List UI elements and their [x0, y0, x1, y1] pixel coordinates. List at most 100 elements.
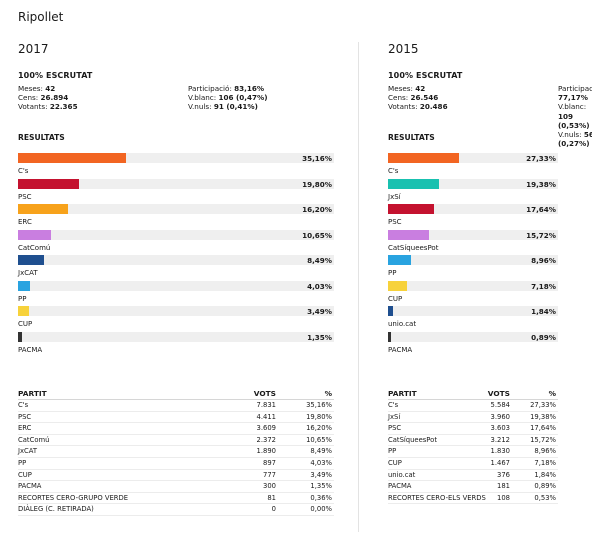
- bar-percentage: 16,20%: [302, 205, 332, 214]
- bar-party-label: PACMA: [388, 345, 413, 354]
- cell-votes: 108: [497, 493, 510, 502]
- bar-fill: [388, 331, 391, 342]
- table-row: RECORTES CERO-GRUPO VERDE 81 0,36%: [18, 493, 334, 505]
- cell-pct: 0,89%: [534, 482, 556, 491]
- cell-party: unio.cat: [388, 470, 416, 479]
- cell-pct: 27,33%: [530, 401, 556, 409]
- header-party: PARTIT: [388, 389, 417, 398]
- cell-party: CatSíqueesPot: [388, 435, 437, 444]
- table-row: DIÀLEG (C. RETIRADA) 0 0,00%: [18, 504, 334, 516]
- cell-votes: 3.603: [490, 424, 510, 433]
- stat-label: V.blanc:: [188, 93, 217, 103]
- stat-value: 77,17%: [558, 93, 588, 103]
- bar-track: [388, 255, 558, 265]
- result-bar-row: 4,03% PP: [18, 280, 334, 307]
- cell-party: PSC: [18, 412, 32, 421]
- cell-party: CUP: [18, 470, 32, 479]
- bar-track: [388, 153, 558, 163]
- bar-party-label: JxSí: [388, 192, 401, 201]
- bar-percentage: 27,33%: [526, 154, 556, 163]
- cell-pct: 16,20%: [306, 424, 332, 433]
- result-bar-row: 8,96% PP: [388, 255, 558, 281]
- table-row: PSC 3.603 17,64%: [388, 423, 558, 435]
- bar-track: [18, 255, 334, 265]
- header-votes: VOTS: [487, 389, 510, 398]
- table-row: C's 7.831 35,16%: [18, 400, 334, 412]
- stat-line: Participació: 77,17%: [558, 84, 592, 102]
- stat-value: 26.894: [40, 93, 69, 103]
- stat-value: 106 (0,47%): [218, 93, 268, 103]
- bar-percentage: 1,35%: [307, 332, 332, 342]
- stat-value: 83,16%: [234, 84, 265, 93]
- cell-party: PSC: [388, 424, 402, 433]
- results-table: PARTIT VOTS% C's 7.831 35,16% PSC 4.411 19,80% E…: [18, 388, 334, 516]
- bar-track: [388, 331, 558, 342]
- result-bar-row: 15,72% CatSíqueesPot: [388, 229, 558, 256]
- cell-votes: 3.960: [490, 412, 510, 421]
- bar-percentage: 3,49%: [307, 307, 332, 316]
- stats-left: Meses: 42 Cens: 26.894 Votants: 22.365: [18, 84, 78, 112]
- cell-party: C's: [388, 401, 399, 409]
- table-row: RECORTES CERO-ELS VERDS 108 0,53%: [388, 493, 558, 505]
- stat-value: 22.365: [49, 102, 78, 112]
- bar-percentage: 19,80%: [302, 179, 332, 189]
- table-row: PP 897 4,03%: [18, 458, 334, 470]
- bar-party-label: C's: [18, 167, 29, 175]
- stat-line: V.nuls: 91 (0,41%): [188, 102, 267, 111]
- bar-track: [18, 178, 334, 189]
- bar-percentage: 8,96%: [531, 256, 556, 265]
- results-bars: 35,16% C's 19,80% PSC 16,20% ERC 10,65% CatComú…: [18, 153, 334, 357]
- bar-party-label: CUP: [388, 294, 403, 303]
- cell-party: RECORTES CERO-ELS VERDS: [388, 493, 486, 502]
- header-pct: %: [324, 389, 332, 398]
- stat-label: Participació:: [558, 84, 592, 93]
- stat-line: Meses: 42: [18, 84, 78, 93]
- results-title: RESULTATS: [18, 133, 65, 142]
- cell-party: CatComú: [18, 435, 50, 444]
- bar-party-label: PACMA: [18, 345, 43, 354]
- cell-pct: 8,49%: [310, 447, 332, 456]
- stat-line: Cens: 26.546: [388, 93, 448, 102]
- bar-fill: [18, 178, 79, 189]
- bar-track: [18, 229, 334, 240]
- cell-votes: 4.411: [256, 412, 276, 421]
- result-bar-row: 3,49% CUP: [18, 306, 334, 332]
- stats-right: Participació: 83,16% V.blanc: 106 (0,47%)…: [188, 84, 267, 112]
- stats-right: Participació: 77,17%V.blanc: 109 (0,53%)…: [558, 84, 592, 148]
- bar-fill: [18, 280, 31, 291]
- table-row: C's 5.584 27,33%: [388, 400, 558, 412]
- bar-track: [18, 153, 334, 163]
- stat-label: Cens:: [18, 93, 39, 103]
- table-row: ERC 3.609 16,20%: [18, 423, 334, 435]
- header-party: PARTIT: [18, 389, 47, 398]
- bar-fill: [18, 255, 45, 265]
- result-bar-row: 16,20% ERC: [18, 204, 334, 230]
- town-title: Ripollet: [18, 10, 64, 24]
- stat-line: Votants: 22.365: [18, 102, 78, 111]
- stat-label: V.nuls:: [188, 102, 212, 112]
- bar-percentage: 15,72%: [526, 230, 556, 240]
- stat-line: Votants: 20.486: [388, 102, 448, 111]
- result-bar-row: 17,64% PSC: [388, 204, 558, 230]
- result-bar-row: 10,65% CatComú: [18, 229, 334, 256]
- cell-pct: 1,35%: [310, 482, 332, 491]
- stat-label: Meses:: [388, 84, 413, 93]
- cell-party: PP: [18, 458, 27, 467]
- bar-fill: [18, 331, 23, 342]
- cell-votes: 7.831: [256, 401, 276, 409]
- cell-pct: 19,80%: [306, 412, 332, 421]
- cell-votes: 1.890: [256, 447, 276, 456]
- bar-party-label: unio.cat: [388, 320, 417, 328]
- stat-label: Votants:: [18, 102, 48, 112]
- bar-track: [18, 306, 334, 316]
- cell-party: ERC: [18, 424, 32, 433]
- cell-party: CUP: [388, 458, 402, 467]
- election-year: 2015: [388, 42, 419, 56]
- cell-votes: 1.467: [490, 458, 510, 467]
- scrutat-status: 100% ESCRUTAT: [388, 71, 463, 80]
- cell-votes: 81: [267, 493, 276, 502]
- bar-fill: [18, 153, 126, 163]
- stat-value: 20.486: [419, 102, 448, 112]
- cell-party: JxSí: [388, 412, 401, 421]
- bar-party-label: PP: [18, 294, 27, 303]
